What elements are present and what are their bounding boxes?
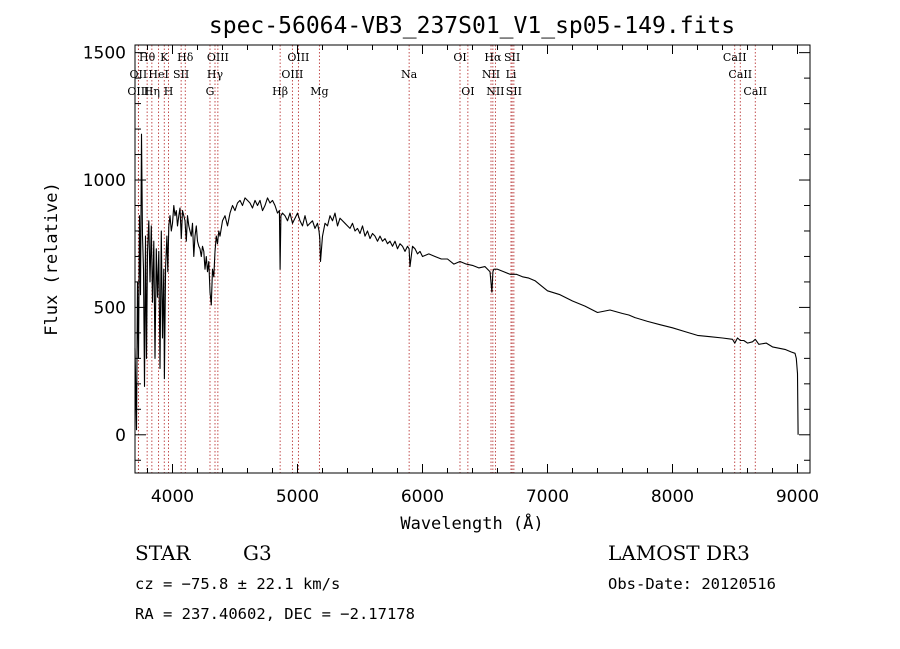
y-tick-label: 0 xyxy=(115,426,126,446)
redshift-readout: cz = −75.8 ± 22.1 km/s xyxy=(135,575,340,593)
spectral-line-label: CaII xyxy=(723,51,747,64)
spectral-line-label: OIII xyxy=(281,68,303,81)
spectral-line-label: SII xyxy=(506,85,522,98)
x-tick-label: 4000 xyxy=(151,487,194,507)
x-tick-label: 9000 xyxy=(776,487,819,507)
spectral-line-label: OI xyxy=(461,85,474,98)
spectral-line-label: OII xyxy=(130,68,148,81)
object-class: STAR xyxy=(135,541,191,565)
spectrum-layer xyxy=(134,133,799,435)
spectral-line-label: OIII xyxy=(287,51,309,64)
y-tick-label: 1500 xyxy=(83,44,126,64)
spectral-line-label: Hδ xyxy=(177,51,194,64)
x-tick-label: 5000 xyxy=(276,487,319,507)
spectral-line-label: G xyxy=(206,85,215,98)
x-axis-label: Wavelength (Å) xyxy=(400,512,543,534)
spectral-line-label: Hβ xyxy=(272,85,288,98)
observation-date: Obs-Date: 20120516 xyxy=(608,575,776,593)
chart-title: spec-56064-VB3_237S01_V1_sp05-149.fits xyxy=(209,13,735,39)
spectral-line-label: CaII xyxy=(728,68,752,81)
spectral-line-label: Hα xyxy=(484,51,502,64)
spectral-line-label: Hθ xyxy=(139,51,156,64)
x-axis-ticks: 4000 5000 6000 7000 8000 9000 xyxy=(147,45,819,507)
spectral-line-label: Mg xyxy=(310,85,328,98)
coordinates-readout: RA = 237.40602, DEC = −2.17178 xyxy=(135,605,415,623)
spectral-line-label: SII xyxy=(504,51,520,64)
y-axis-label: Flux (relative) xyxy=(42,182,62,336)
spectral-line-label: OI xyxy=(453,51,466,64)
x-tick-label: 6000 xyxy=(401,487,444,507)
spectral-line-label: OIII xyxy=(207,51,229,64)
x-tick-label: 7000 xyxy=(526,487,569,507)
plot-frame xyxy=(134,44,811,474)
survey-name: LAMOST DR3 xyxy=(608,541,750,565)
spectral-line-label: OIII xyxy=(127,85,149,98)
object-subclass: G3 xyxy=(243,541,272,565)
y-axis-ticks: 0 500 1000 1500 xyxy=(83,44,810,461)
x-tick-label: 8000 xyxy=(651,487,694,507)
spectral-line-label: Hη xyxy=(144,85,160,98)
spectrum-line xyxy=(134,133,799,435)
spectral-line-label: CaII xyxy=(743,85,767,98)
spectral-line-label: H xyxy=(164,85,174,98)
spectral-line-label: SII xyxy=(173,68,189,81)
spectral-line-label: NII xyxy=(482,68,500,81)
y-tick-label: 500 xyxy=(94,298,126,318)
spectral-line-label: Li xyxy=(506,68,517,81)
spectral-line-label: K xyxy=(160,51,169,64)
spectral-line-label: Hγ xyxy=(207,68,224,81)
y-tick-label: 1000 xyxy=(83,171,126,191)
spectral-line-label: NII xyxy=(486,85,504,98)
spectral-line-label: HeI xyxy=(148,68,168,81)
spectral-line-label: Na xyxy=(401,68,418,81)
